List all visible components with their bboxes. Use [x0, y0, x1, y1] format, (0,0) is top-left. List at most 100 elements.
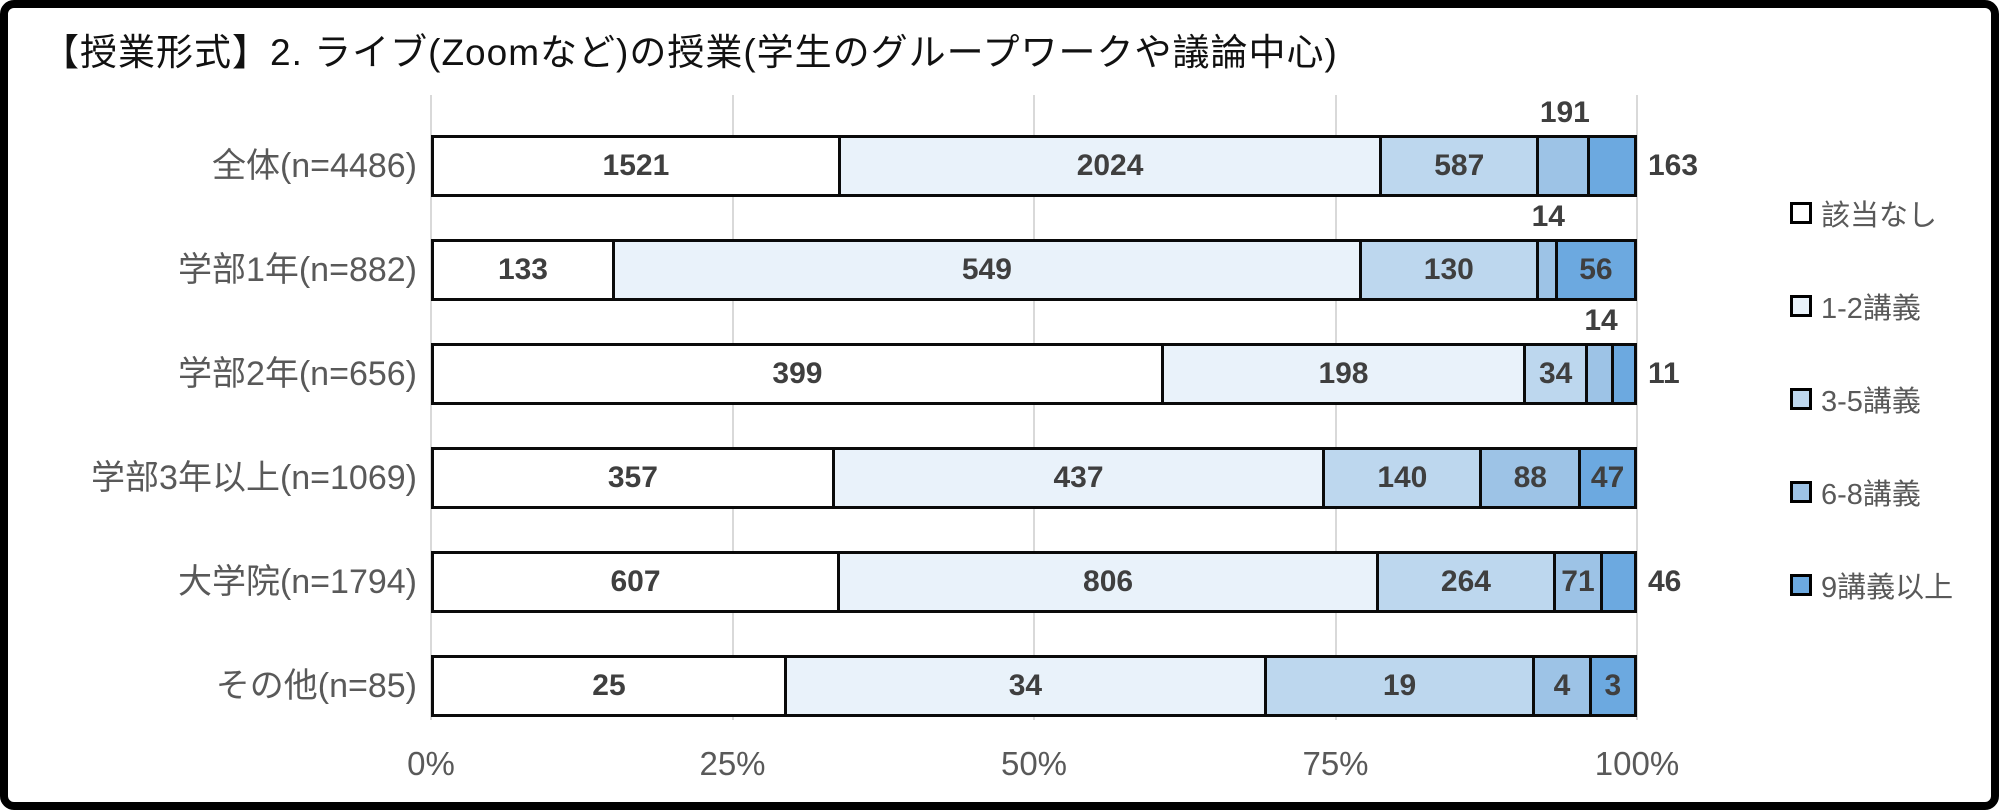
value-label: 3: [1604, 669, 1622, 702]
gridline: [1033, 95, 1035, 720]
x-tick-label: 50%: [1000, 745, 1068, 782]
legend: 該当なし 1-2講義 3-5講義 6-8講義 9講義以上: [1790, 192, 1953, 657]
bar-segment: 357: [434, 450, 835, 506]
x-tick-label: 25%: [699, 745, 766, 782]
value-label: 163: [1648, 149, 1699, 182]
value-label: 25: [592, 669, 626, 702]
bar-segment: 198: [1163, 346, 1527, 402]
bar-segment: 130: [1361, 242, 1539, 298]
bar-segment: 3: [1591, 658, 1634, 714]
bar-segment: 133: [434, 242, 615, 298]
bar-segment: 549: [614, 242, 1362, 298]
x-tick-label: 100%: [1594, 745, 1680, 782]
bar-segment: [1588, 346, 1614, 402]
value-label: 11: [1648, 357, 1680, 390]
bar-row: 1521 2024 587 191 163: [431, 96, 1698, 197]
value-label: 19: [1382, 669, 1417, 702]
value-label: 607: [610, 565, 661, 598]
value-label: 130: [1423, 253, 1474, 286]
bar-segment: 71: [1555, 554, 1604, 610]
value-label: 587: [1434, 149, 1485, 182]
category-label: 大学院(n=1794): [177, 563, 417, 601]
value-label: 264: [1440, 565, 1491, 598]
value-label: 1521: [602, 149, 670, 182]
value-label: 133: [497, 253, 548, 286]
legend-label: 9講義以上: [1821, 572, 1954, 604]
value-label: 88: [1513, 461, 1547, 494]
gridline: [731, 95, 734, 720]
bar-segment: 19: [1266, 658, 1536, 714]
x-tick-label: 0%: [407, 745, 455, 782]
x-tick-label: 75%: [1302, 745, 1369, 782]
bar-segment: 88: [1482, 450, 1582, 506]
legend-item: 3-5講義: [1790, 378, 1953, 420]
bar-segment: 437: [834, 450, 1326, 506]
bar-segment: [1590, 138, 1634, 194]
gridline: [430, 95, 432, 720]
bar-segment: 806: [840, 554, 1380, 610]
value-label: 806: [1083, 565, 1134, 598]
gridline: [1334, 95, 1337, 720]
category-label: 学部1年(n=882): [177, 251, 417, 289]
category-label: 学部2年(n=656): [177, 355, 417, 393]
bar-segment: 56: [1557, 242, 1634, 298]
gridline: [1636, 95, 1638, 720]
bar-segment: 399: [434, 346, 1164, 402]
legend-swatch: [1790, 388, 1812, 410]
value-label: 14: [1584, 304, 1618, 337]
bar-segment: [1613, 346, 1634, 402]
legend-item: 該当なし: [1790, 192, 1953, 234]
value-label: 140: [1377, 461, 1428, 494]
value-label: 46: [1648, 565, 1682, 598]
legend-label: 該当なし: [1821, 200, 1938, 232]
legend-label: 6-8講義: [1821, 479, 1921, 511]
legend-label: 3-5講義: [1821, 386, 1921, 418]
bar-segment: 140: [1325, 450, 1483, 506]
category-label: その他(n=85): [215, 667, 417, 705]
bar-segment: 264: [1379, 554, 1556, 610]
bar-segment: 47: [1581, 450, 1634, 506]
bar-row: 133 549 130 14 56: [431, 200, 1637, 301]
value-label: 437: [1053, 461, 1104, 494]
value-label: 71: [1561, 565, 1595, 598]
bar-segment: 34: [786, 658, 1267, 714]
bar-segment: 2024: [840, 138, 1383, 194]
value-label: 47: [1590, 461, 1625, 494]
value-label: 549: [961, 253, 1012, 286]
value-label: 14: [1531, 200, 1565, 233]
legend-swatch: [1790, 574, 1812, 596]
bar-segment: 34: [1526, 346, 1589, 402]
bar-segment: [1538, 242, 1558, 298]
plot-area: 1521 2024 587 191 163 133 549 130 14 56 399 198 34 14…: [430, 95, 1698, 720]
legend-swatch: [1790, 481, 1812, 503]
bar-segment: [1603, 554, 1634, 610]
bar-segment: 4: [1535, 658, 1592, 714]
value-label: 399: [772, 357, 823, 390]
value-label: 34: [1538, 357, 1573, 390]
value-label: 191: [1539, 96, 1590, 129]
bar-segment: [1539, 138, 1591, 194]
bar-segment: 25: [434, 658, 787, 714]
bar-row: 607 806 264 71 46: [431, 551, 1681, 613]
bar-row: 357 437 140 88 47: [431, 447, 1637, 509]
legend-label: 1-2講義: [1821, 293, 1921, 325]
legend-swatch: [1790, 295, 1812, 317]
legend-item: 1-2講義: [1790, 285, 1953, 327]
bar-segment: 607: [434, 554, 841, 610]
bar-row: 399 198 34 14 11: [431, 304, 1680, 405]
value-label: 357: [607, 461, 658, 494]
value-label: 56: [1579, 253, 1613, 286]
bar-row: 25 34 19 4 3: [431, 655, 1637, 717]
value-label: 2024: [1076, 149, 1144, 182]
legend-item: 9講義以上: [1790, 564, 1953, 606]
legend-swatch: [1790, 202, 1812, 224]
legend-item: 6-8講義: [1790, 471, 1953, 513]
value-label: 198: [1318, 357, 1369, 390]
chart-title: 【授業形式】2. ライブ(Zoomなど)の授業(学生のグループワークや議論中心): [42, 32, 1338, 73]
category-label: 学部3年以上(n=1069): [91, 459, 417, 497]
bar-segment: 1521: [434, 138, 841, 194]
value-label: 4: [1553, 669, 1571, 702]
category-label: 全体(n=4486): [211, 147, 417, 185]
bar-segment: 587: [1382, 138, 1540, 194]
